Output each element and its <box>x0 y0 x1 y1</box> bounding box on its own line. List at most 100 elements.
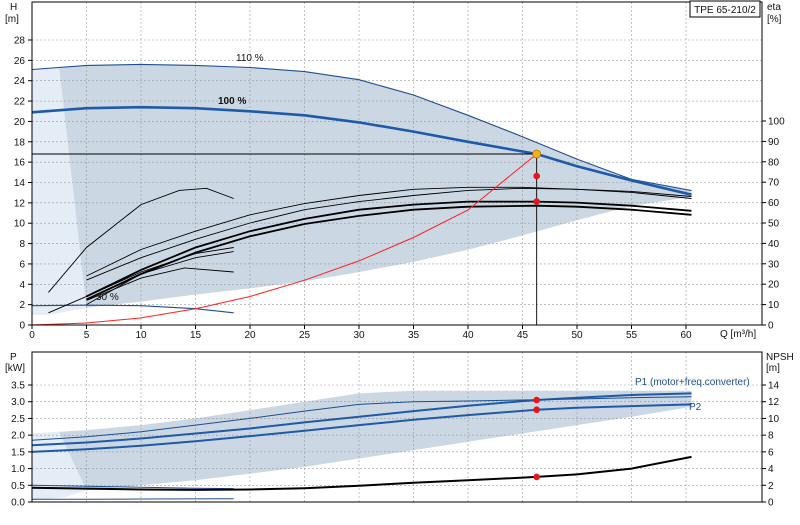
head-y-tick-label: 10 <box>14 219 26 230</box>
head-curve-2 <box>31 304 234 314</box>
head-curve-0 <box>31 63 692 192</box>
power-y-tick-label: 0.0 <box>11 498 25 509</box>
power-curve-2 <box>31 396 692 441</box>
flow-x-tick-label: 35 <box>408 330 420 341</box>
power-marker-1 <box>533 406 540 414</box>
efficiency-curve-1 <box>86 186 692 277</box>
head-y-tick-label: 6 <box>19 259 25 270</box>
curve-label-p1: P1 (motor+freq.converter) <box>635 377 750 388</box>
head-y-tick-label: 20 <box>14 117 26 128</box>
power-curve-0 <box>31 392 692 447</box>
npsh-curve <box>31 455 692 491</box>
head-y-tick-label: 0 <box>19 321 25 332</box>
efficiency-curve-4 <box>48 247 234 314</box>
eta-axis-unit: [%] <box>767 14 782 25</box>
model-label-box: TPE 65-210/2 <box>689 0 761 18</box>
head-axis-unit: [m] <box>5 14 19 25</box>
power-axis-unit: [kW] <box>5 363 25 374</box>
power-y-tick-label: 3.5 <box>11 381 25 392</box>
power-plot: 0.0 0.5 1.0 1.5 2.0 2.5 3.0 3.5 0 2 4 6 8 10 12 14 <box>11 351 780 509</box>
flow-x-tick-label: 55 <box>626 330 638 341</box>
flow-x-tick-label: 50 <box>571 330 583 341</box>
eta-y-tick-label: 0 <box>768 321 774 332</box>
power-envelope-area <box>32 390 692 501</box>
curve-label-30: 30 % <box>96 292 119 303</box>
eta-marker-0 <box>533 172 540 180</box>
eta-y-tick-label: 70 <box>768 178 780 189</box>
power-y-tick-label: 0.5 <box>11 481 25 492</box>
head-y-tick-label: 18 <box>14 137 26 148</box>
efficiency-curve-3 <box>86 204 692 301</box>
flow-axis-label: Q [m³/h] <box>720 329 756 340</box>
head-y-tick-label: 4 <box>19 280 25 291</box>
eta-y-tick-label: 40 <box>768 239 780 250</box>
power-curve-3 <box>31 484 234 490</box>
npsh-y-tick-label: 12 <box>768 397 780 408</box>
head-y-tick-label: 14 <box>14 178 26 189</box>
npsh-y-tick-label: 10 <box>768 414 780 425</box>
power-y-tick-label: 1.5 <box>11 447 25 458</box>
head-envelope-light-area <box>32 67 87 315</box>
eta-y-tick-label: 20 <box>768 280 780 291</box>
power-curve-1 <box>31 403 692 453</box>
npsh-y-tick-label: 14 <box>768 381 780 392</box>
flow-x-tick-label: 0 <box>29 330 35 341</box>
flow-x-tick-label: 30 <box>353 330 365 341</box>
curve-label-110: 110 % <box>236 53 264 64</box>
flow-x-tick-label: 10 <box>135 330 147 341</box>
head-curve-1 <box>31 105 692 196</box>
eta-marker-1 <box>533 198 540 205</box>
power-axis-title: P <box>10 352 17 363</box>
flow-x-tick-label: 45 <box>517 330 529 341</box>
npsh-axis-title: NPSH <box>766 352 794 363</box>
flow-x-tick-label: 15 <box>190 330 202 341</box>
eta-y-tick-label: 30 <box>768 259 780 270</box>
flow-x-tick-label: 60 <box>680 330 692 341</box>
npsh-y-tick-label: 6 <box>768 447 774 458</box>
head-y-tick-label: 22 <box>14 97 26 108</box>
eta-axis-title: eta <box>767 2 781 13</box>
head-axis-title: H <box>10 2 17 13</box>
flow-x-tick-label: 20 <box>244 330 256 341</box>
model-label: TPE 65-210/2 <box>694 5 756 16</box>
efficiency-curve-2 <box>86 200 692 298</box>
power-y-tick-label: 2.0 <box>11 431 25 442</box>
curve-label-p2: P2 <box>689 402 702 413</box>
head-y-tick-label: 2 <box>19 300 25 311</box>
eta-y-tick-label: 100 <box>768 117 785 128</box>
eta-y-tick-label: 60 <box>768 198 780 209</box>
eta-y-tick-label: 10 <box>768 300 780 311</box>
power-y-tick-label: 1.0 <box>11 464 25 475</box>
head-y-tick-label: 16 <box>14 158 26 169</box>
power-marker-2 <box>533 473 540 481</box>
eta-y-tick-label: 80 <box>768 157 780 168</box>
npsh-axis-unit: [m] <box>766 363 780 374</box>
head-plot: 0246810121416182022242628010203040506070… <box>14 1 785 341</box>
power-y-tick-label: 2.5 <box>11 414 25 425</box>
head-y-tick-label: 12 <box>14 198 26 209</box>
duty-point-marker <box>532 149 542 159</box>
power-envelope-light-area <box>32 431 87 501</box>
efficiency-curve-7 <box>48 187 234 293</box>
power-curve-4 <box>32 498 234 500</box>
npsh-y-tick-label: 0 <box>768 498 774 509</box>
npsh-y-tick-label: 4 <box>768 464 774 475</box>
head-y-tick-label: 8 <box>19 239 25 250</box>
flow-x-tick-label: 5 <box>84 330 90 341</box>
head-y-tick-label: 28 <box>14 36 26 47</box>
npsh-y-tick-label: 2 <box>768 481 774 492</box>
npsh-y-tick-label: 8 <box>768 431 774 442</box>
head-plot-frame <box>31 1 763 326</box>
head-y-tick-label: 24 <box>14 76 26 87</box>
power-y-tick-label: 3.0 <box>11 397 25 408</box>
flow-x-tick-label: 25 <box>299 330 311 341</box>
power-marker-0 <box>533 396 540 404</box>
flow-x-tick-label: 40 <box>462 330 474 341</box>
power-plot-frame <box>31 351 763 503</box>
efficiency-curve-6 <box>86 267 234 301</box>
curve-label-100: 100 % <box>218 96 246 107</box>
eta-y-tick-label: 90 <box>768 137 780 148</box>
eta-y-tick-label: 50 <box>768 219 780 230</box>
